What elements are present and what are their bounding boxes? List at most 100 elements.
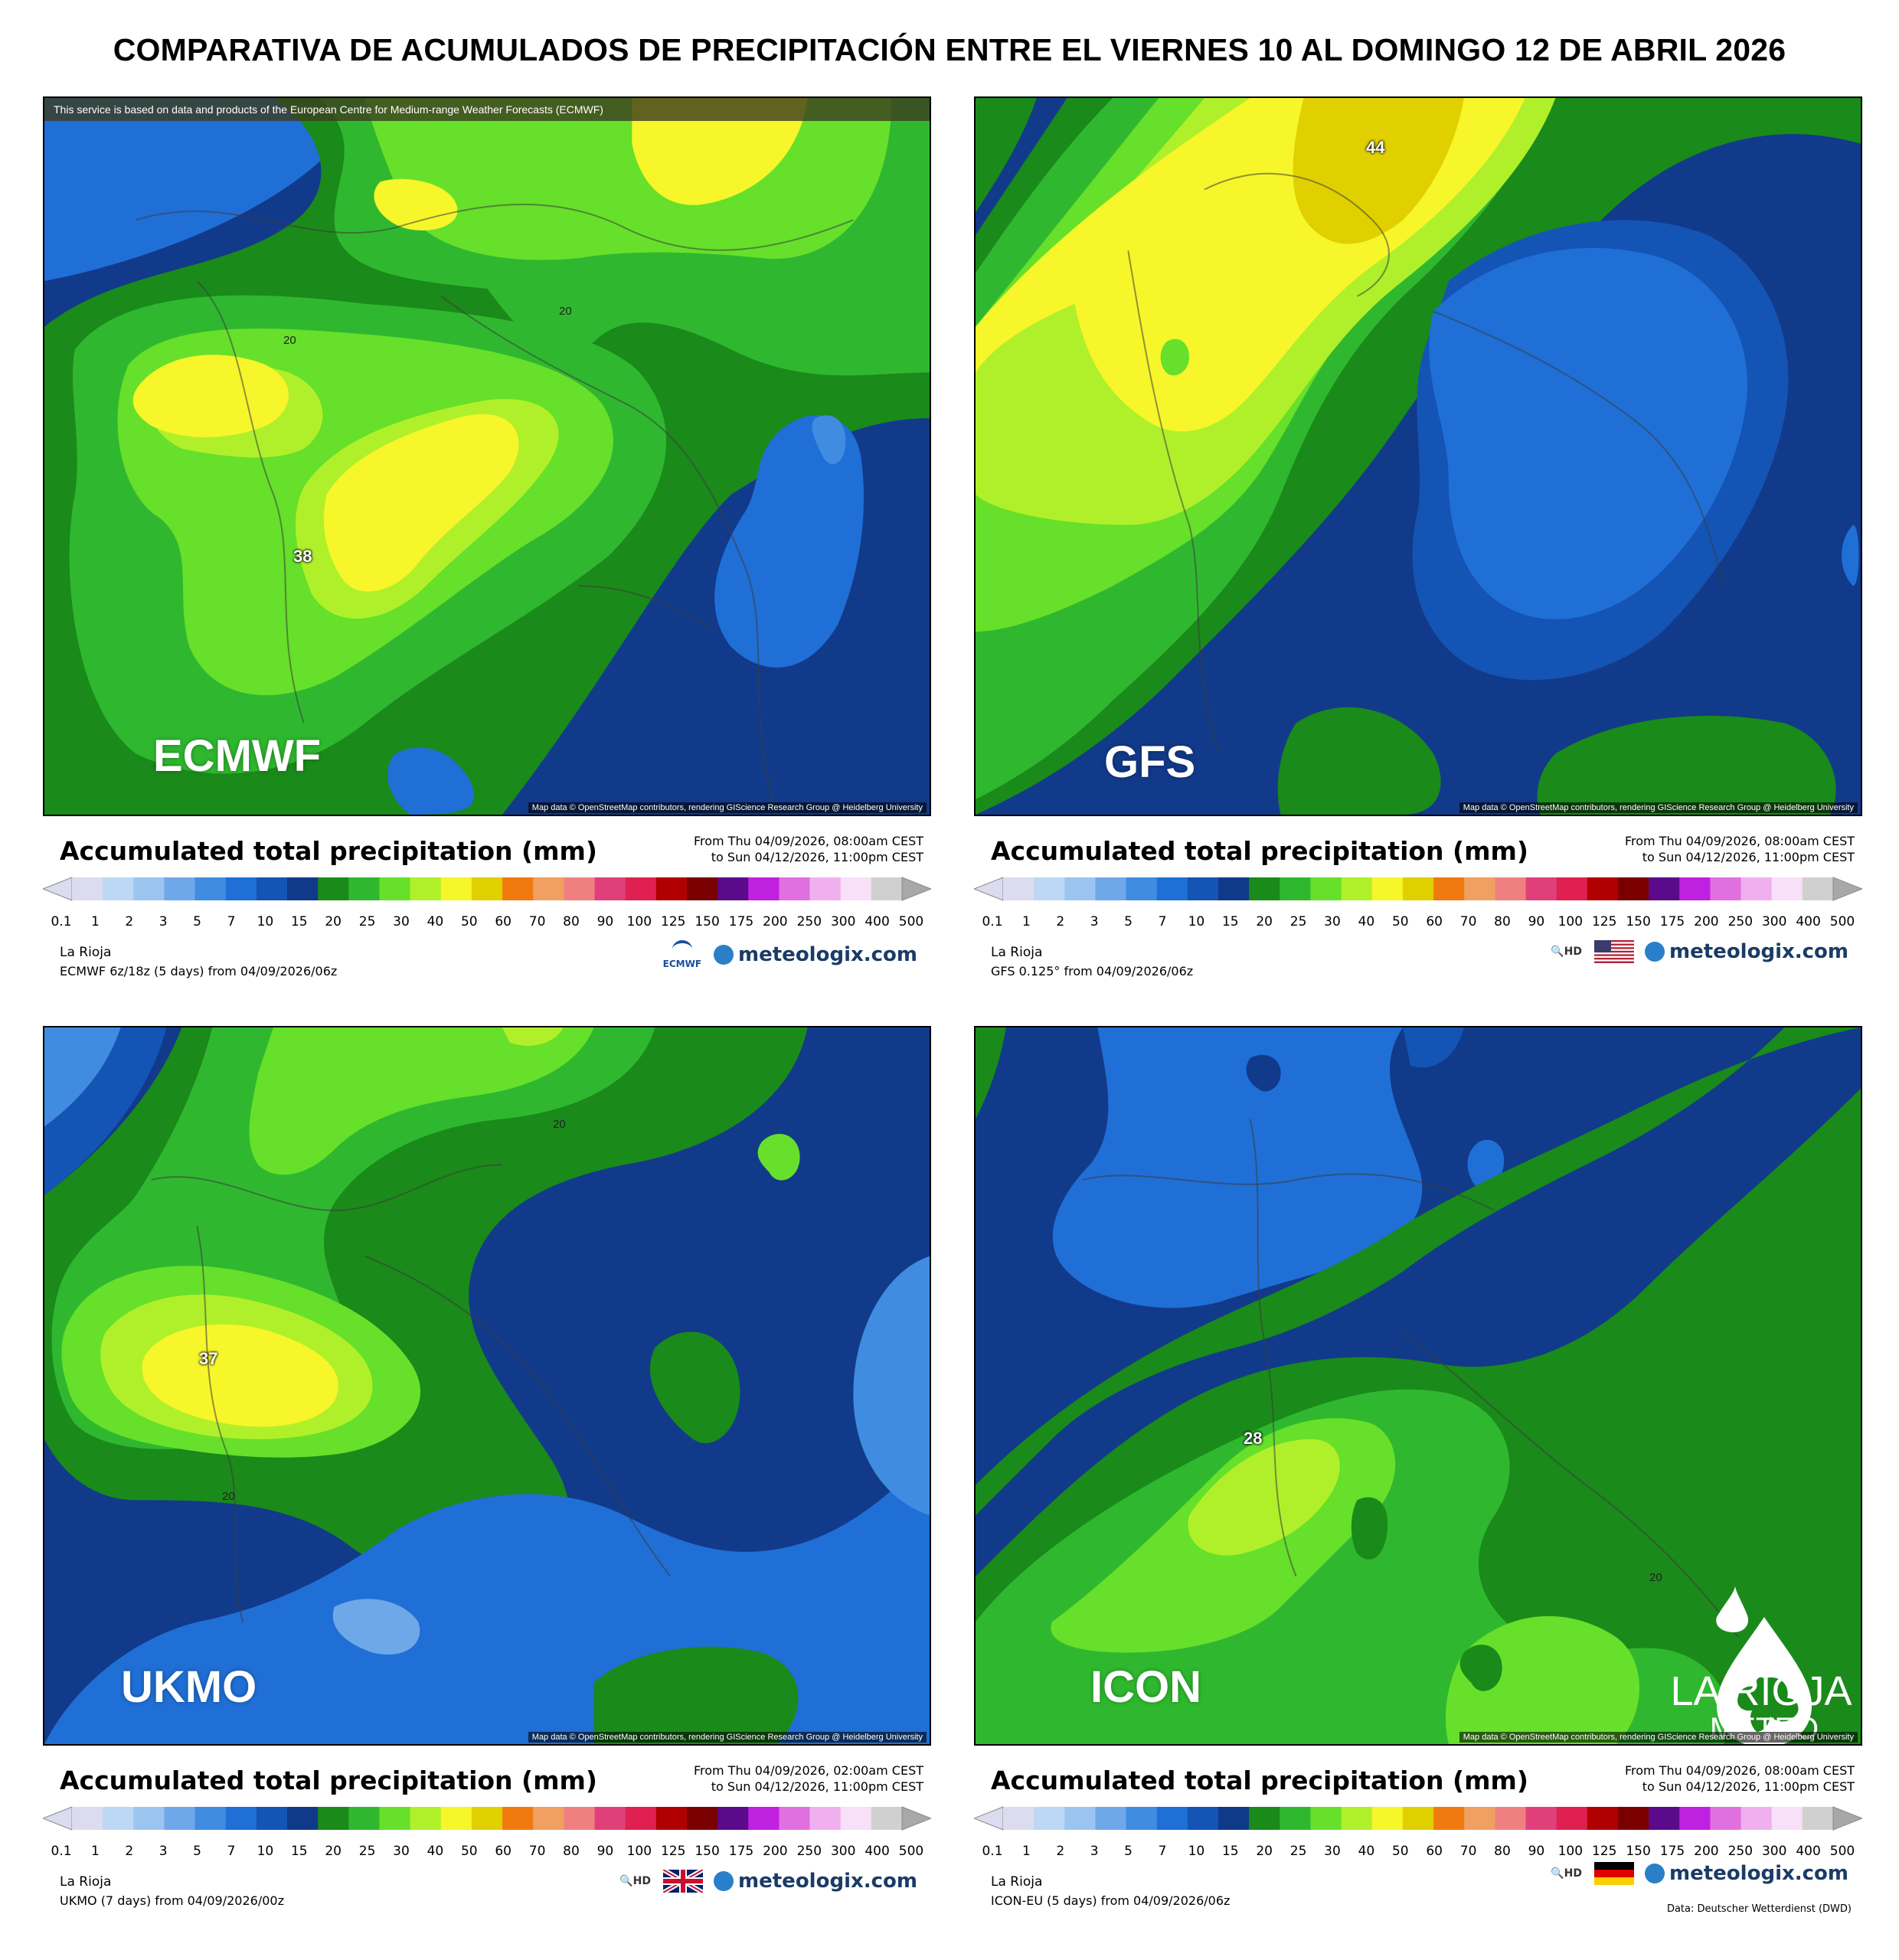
scale-tick-label: 7: [227, 914, 236, 929]
region-label: La Rioja: [991, 1874, 1043, 1890]
scale-tick-label: 50: [460, 1844, 478, 1859]
scale-swatch: [1126, 877, 1158, 900]
scale-tick-label: 10: [1188, 914, 1205, 929]
scale-swatch: [256, 877, 288, 900]
scale-tick-label: 100: [1557, 914, 1584, 929]
scale-tick-label: 500: [898, 914, 924, 929]
scale-swatch: [625, 877, 657, 900]
scale-swatch: [1187, 877, 1219, 900]
precipitation-map[interactable]: 44 GFS Map data © OpenStreetMap contribu…: [974, 96, 1862, 816]
scale-tick-label: 0.1: [51, 1844, 72, 1859]
brand-logo[interactable]: 🔍HD meteologix.com: [1551, 940, 1848, 963]
scale-tick-label: 5: [1124, 914, 1133, 929]
time-range-to: to Sun 04/12/2026, 11:00pm CEST: [711, 1779, 923, 1794]
scale-swatch: [1525, 1807, 1557, 1830]
scale-swatch: [1556, 877, 1588, 900]
scale-swatch: [1095, 1807, 1127, 1830]
scale-tick-label: 70: [1459, 1844, 1477, 1859]
scale-tick-label: 50: [1391, 914, 1409, 929]
region-label: La Rioja: [60, 945, 112, 960]
hd-zoom-icon[interactable]: 🔍HD: [619, 1875, 652, 1887]
color-scale-bar: [43, 877, 931, 901]
time-range: From Thu 04/09/2026, 08:00am CEST to Sun…: [1625, 833, 1855, 865]
time-range-from: From Thu 04/09/2026, 08:00am CEST: [1624, 834, 1855, 848]
scale-swatch: [1218, 1807, 1250, 1830]
time-range: From Thu 04/09/2026, 02:00am CEST to Sun…: [694, 1762, 923, 1795]
scale-tick-label: 2: [125, 914, 134, 929]
brand-logo[interactable]: 🔍HD meteologix.com: [619, 1870, 917, 1893]
scale-swatch: [1464, 1807, 1495, 1830]
scale-tick-label: 300: [1761, 914, 1787, 929]
scale-swatch: [1003, 1807, 1034, 1830]
hd-zoom-icon[interactable]: 🔍HD: [1551, 1867, 1583, 1880]
scale-tick-label: 90: [1528, 1844, 1545, 1859]
scale-tick-label: 15: [290, 914, 308, 929]
scale-tick-label: 60: [1426, 1844, 1443, 1859]
scale-tick-label: 400: [865, 1844, 890, 1859]
brand-logo[interactable]: 🔍HD meteologix.com: [1551, 1862, 1848, 1885]
scale-swatch: [1433, 1807, 1465, 1830]
scale-tick-label: 3: [1090, 1844, 1099, 1859]
scale-swatch: [164, 1807, 196, 1830]
scale-tick-label: 1: [90, 914, 100, 929]
scale-swatch: [410, 1807, 442, 1830]
scale-swatch: [1740, 1807, 1773, 1830]
scale-tick-label: 25: [1289, 1844, 1307, 1859]
scale-swatch: [1649, 1807, 1680, 1830]
scale-swatch: [1249, 877, 1280, 900]
time-range-from: From Thu 04/09/2026, 08:00am CEST: [1624, 1763, 1855, 1778]
scale-tick-label: 10: [1188, 1844, 1205, 1859]
color-scale-ticks: 0.1 1 2 3 5 7 10 15 20 25 30 40 50 60 70 80 90 100 125 150 1…: [982, 914, 1855, 933]
scale-swatch: [564, 1807, 596, 1830]
scale-swatch: [625, 1807, 657, 1830]
scale-swatch: [1433, 877, 1465, 900]
scale-tick-label: 40: [427, 914, 444, 929]
scale-tick-label: 30: [393, 914, 410, 929]
brand-name: meteologix.com: [738, 1870, 917, 1893]
precipitation-field: [44, 98, 930, 815]
scale-swatch: [1034, 1807, 1065, 1830]
model-run-info: GFS 0.125° from 04/09/2026/06z: [991, 964, 1194, 978]
scale-tick-label: 15: [1221, 914, 1239, 929]
hd-zoom-icon[interactable]: 🔍HD: [1551, 946, 1583, 958]
scale-tick-label: 2: [125, 1844, 134, 1859]
scale-swatch: [287, 877, 319, 900]
scale-tick-label: 70: [528, 1844, 546, 1859]
scale-swatch: [256, 1807, 288, 1830]
scale-tick-label: 30: [393, 1844, 410, 1859]
scale-swatch: [1617, 877, 1649, 900]
model-run-info: UKMO (7 days) from 04/09/2026/00z: [60, 1893, 284, 1908]
scale-tick-label: 80: [1494, 914, 1511, 929]
scale-tick-label: 70: [528, 914, 546, 929]
scale-swatch: [1341, 877, 1373, 900]
scale-swatch: [194, 877, 227, 900]
scale-swatch: [287, 1807, 319, 1830]
scale-arrow-left: [43, 1806, 73, 1831]
scale-swatch: [1771, 1807, 1803, 1830]
scale-tick-label: 250: [796, 914, 822, 929]
scale-swatch: [164, 877, 196, 900]
usa-flag-icon: [1594, 940, 1635, 963]
scale-swatch: [1710, 1807, 1742, 1830]
page-title: COMPARATIVA DE ACUMULADOS DE PRECIPITACI…: [113, 32, 1786, 67]
precipitation-map[interactable]: 20 28 ICON LA RIOJA METEO Map data © Ope…: [974, 1026, 1862, 1746]
scale-swatch: [502, 877, 534, 900]
scale-swatch: [1710, 877, 1742, 900]
scale-swatch: [471, 1807, 503, 1830]
scale-tick-label: 20: [325, 914, 342, 929]
scale-swatch: [1402, 877, 1434, 900]
scale-tick-label: 150: [1626, 914, 1651, 929]
peak-value-label: 38: [293, 547, 312, 566]
color-scale-bar: [974, 877, 1862, 901]
scale-swatch: [103, 877, 134, 900]
scale-swatch: [1156, 877, 1188, 900]
precipitation-map[interactable]: 20 20 37 UKMO Map data © OpenStreetMap c…: [43, 1026, 931, 1746]
color-scale-bar: [43, 1806, 931, 1831]
scale-tick-label: 5: [193, 1844, 202, 1859]
scale-swatch: [655, 1807, 688, 1830]
time-range-from: From Thu 04/09/2026, 08:00am CEST: [693, 834, 923, 848]
scale-swatch: [1740, 877, 1773, 900]
brand-logo[interactable]: ECMWF meteologix.com: [663, 940, 917, 969]
meteologix-drop-icon: [1645, 1864, 1665, 1883]
precipitation-map[interactable]: This service is based on data and produc…: [43, 96, 931, 816]
